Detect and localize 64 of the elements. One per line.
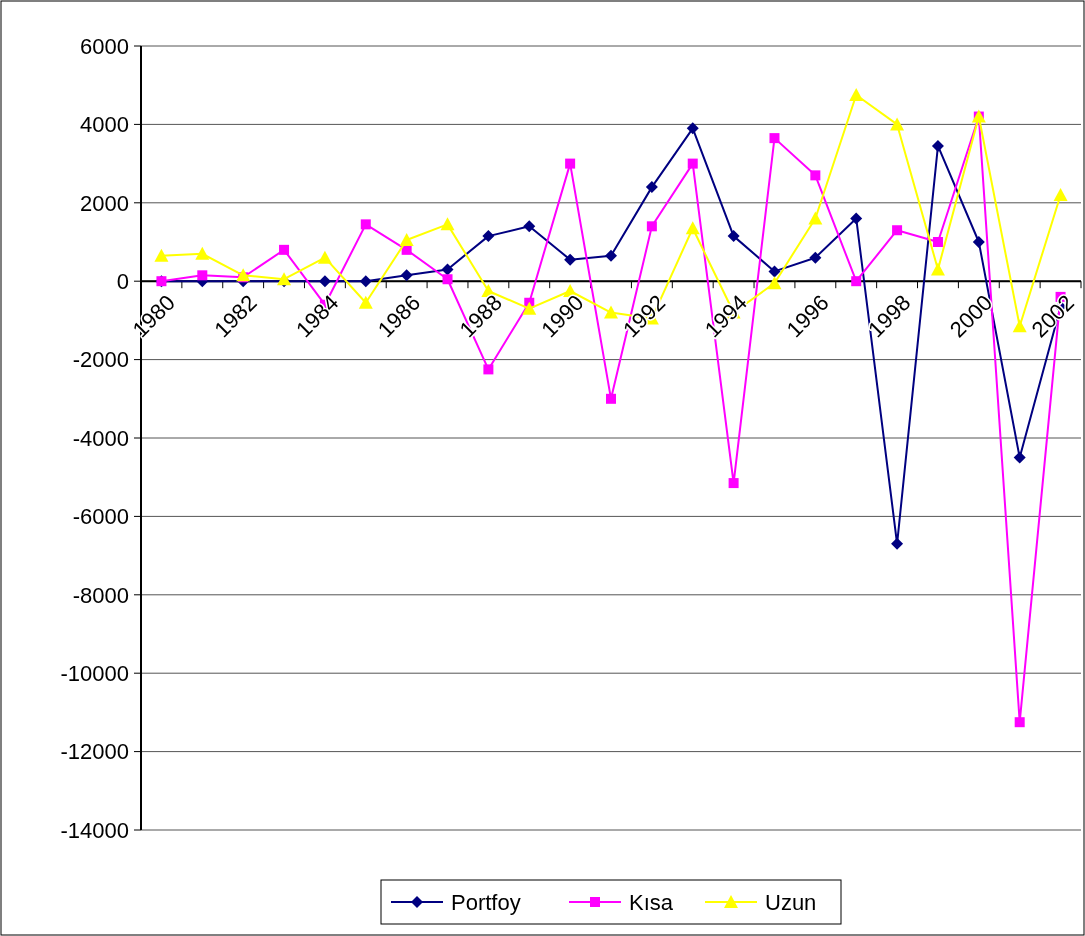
y-tick-label: 0 [116, 268, 129, 294]
point [442, 274, 453, 285]
point [851, 276, 862, 287]
point [400, 269, 413, 282]
y-tick-label: 2000 [80, 190, 129, 216]
point [931, 139, 944, 152]
legend-label: Portfoy [451, 889, 521, 915]
point [768, 265, 781, 278]
point [850, 212, 863, 225]
point [522, 301, 537, 315]
point [809, 251, 822, 264]
point [727, 230, 740, 243]
point [767, 276, 782, 290]
point [565, 158, 576, 169]
point [892, 225, 903, 236]
point [932, 237, 943, 247]
y-tick-label: -8000 [72, 582, 129, 608]
point [972, 236, 985, 248]
point [318, 275, 331, 288]
point [482, 230, 495, 243]
point [359, 275, 372, 288]
y-tick-label: -14000 [60, 817, 129, 843]
point [686, 122, 699, 135]
point [645, 181, 658, 194]
point [604, 305, 618, 319]
y-tick-label: -4000 [72, 425, 129, 451]
point [440, 217, 455, 231]
point [606, 393, 616, 404]
point [483, 364, 494, 375]
point [687, 158, 698, 169]
point [317, 250, 332, 264]
y-tick-label: -6000 [72, 504, 129, 530]
point [1012, 319, 1027, 333]
point [605, 249, 617, 262]
y-tick-label: 6000 [80, 33, 129, 59]
point [360, 219, 371, 230]
point [399, 233, 414, 247]
point [564, 253, 577, 266]
point [154, 248, 169, 262]
point [810, 170, 821, 181]
legend-label: Uzun [765, 889, 817, 915]
point [358, 295, 373, 309]
point [195, 246, 210, 260]
point [728, 478, 739, 489]
point [279, 244, 290, 255]
point [646, 221, 657, 232]
point [808, 211, 823, 225]
point [523, 220, 536, 233]
point [769, 133, 780, 144]
point [236, 268, 251, 282]
point [1014, 717, 1025, 728]
y-tick-label: 4000 [80, 112, 129, 138]
y-tick-label: -12000 [60, 739, 129, 765]
point [197, 270, 208, 281]
y-tick-label: -2000 [72, 347, 129, 373]
legend-label: Kısa [629, 889, 674, 915]
y-tick-label: -10000 [60, 660, 129, 686]
point [890, 117, 905, 131]
point [930, 262, 945, 276]
point [685, 221, 700, 235]
point [849, 88, 864, 101]
point [441, 263, 454, 276]
point [1013, 451, 1026, 464]
point [1053, 187, 1068, 201]
